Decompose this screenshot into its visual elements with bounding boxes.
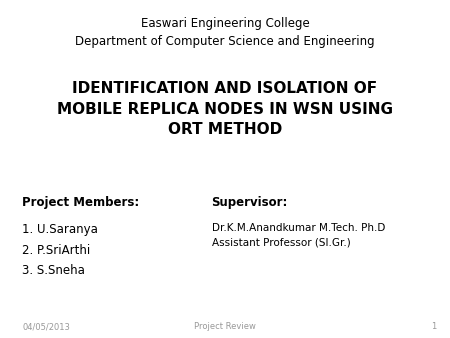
Text: Easwari Engineering College
Department of Computer Science and Engineering: Easwari Engineering College Department o… xyxy=(75,17,375,48)
Text: 1: 1 xyxy=(431,322,436,331)
Text: Project Review: Project Review xyxy=(194,322,256,331)
Text: 04/05/2013: 04/05/2013 xyxy=(22,322,70,331)
Text: IDENTIFICATION AND ISOLATION OF
MOBILE REPLICA NODES IN WSN USING
ORT METHOD: IDENTIFICATION AND ISOLATION OF MOBILE R… xyxy=(57,81,393,137)
Text: Supervisor:: Supervisor: xyxy=(212,196,288,209)
Text: Project Members:: Project Members: xyxy=(22,196,140,209)
Text: Dr.K.M.Anandkumar M.Tech. Ph.D
Assistant Professor (Sl.Gr.): Dr.K.M.Anandkumar M.Tech. Ph.D Assistant… xyxy=(212,223,385,248)
Text: 1. U.Saranya
2. P.SriArthi
3. S.Sneha: 1. U.Saranya 2. P.SriArthi 3. S.Sneha xyxy=(22,223,99,277)
